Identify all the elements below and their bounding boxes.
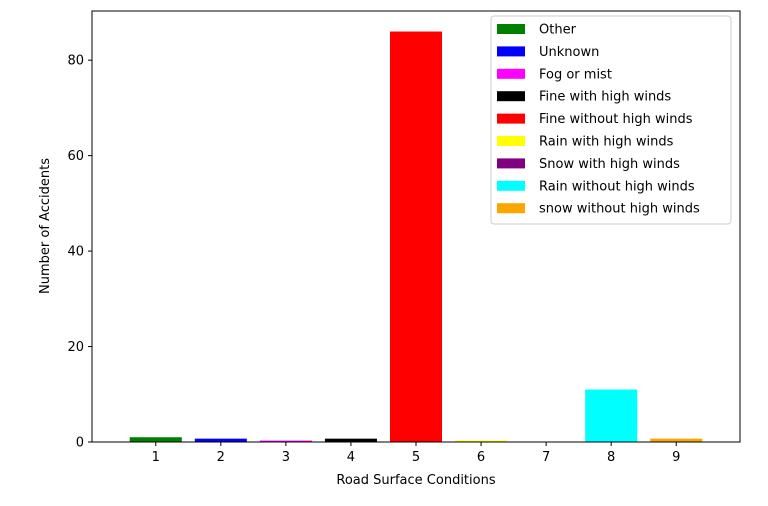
bar-6: [455, 440, 508, 442]
legend-label: snow without high winds: [539, 202, 700, 217]
y-tick-label: 80: [67, 54, 84, 69]
bar-9: [650, 438, 703, 442]
y-axis-ticks: 0 20 40 60 80: [67, 54, 92, 451]
x-axis-label: Road Surface Conditions: [336, 473, 495, 488]
legend-label: Fine with high winds: [539, 90, 671, 105]
x-tick-label: 3: [282, 450, 290, 465]
x-tick-label: 6: [477, 450, 485, 465]
legend-label: Rain without high winds: [539, 179, 695, 194]
legend-swatch: [497, 158, 525, 169]
legend-frame: [490, 15, 732, 225]
x-axis-ticks: 1 2 3 4 5 6 7 8 9: [152, 442, 680, 465]
legend-swatch: [497, 68, 525, 79]
bar-2: [194, 438, 247, 442]
legend-swatch: [497, 91, 525, 102]
legend-swatch: [497, 24, 525, 34]
legend-label: Rain with high winds: [539, 135, 674, 150]
legend: Other Unknown Fog or mist Fine with high wi…: [490, 15, 732, 225]
x-tick-label: 2: [217, 450, 225, 465]
bars-group: [129, 31, 703, 443]
y-tick-label: 60: [67, 149, 84, 164]
bar-3: [259, 440, 312, 442]
plot-frame: [91, 10, 741, 443]
x-tick-label: 8: [607, 450, 615, 465]
legend-label: Snow with high winds: [539, 157, 680, 172]
x-tick-label: 4: [347, 450, 355, 465]
y-tick-label: 40: [67, 245, 84, 260]
y-tick-label: 20: [67, 340, 84, 355]
x-tick-label: 9: [672, 450, 680, 465]
bar-1: [129, 437, 182, 442]
y-tick-label: 0: [76, 436, 84, 451]
legend-label: Fine without high winds: [539, 112, 693, 127]
bar-4: [324, 438, 377, 442]
bar-5: [389, 31, 443, 443]
legend-label: Unknown: [539, 45, 599, 60]
legend-swatch: [497, 136, 525, 146]
legend-swatch: [497, 46, 525, 57]
x-tick-label: 7: [542, 450, 550, 465]
y-axis-label: Number of Accidents: [38, 158, 53, 294]
legend-swatch: [497, 113, 525, 124]
bar-8: [585, 389, 638, 442]
legend-label: Other: [539, 23, 577, 38]
legend-swatch: [497, 203, 525, 214]
legend-label: Fog or mist: [539, 67, 612, 82]
legend-swatch: [497, 180, 525, 191]
x-tick-label: 5: [412, 450, 420, 465]
x-tick-label: 1: [152, 450, 160, 465]
